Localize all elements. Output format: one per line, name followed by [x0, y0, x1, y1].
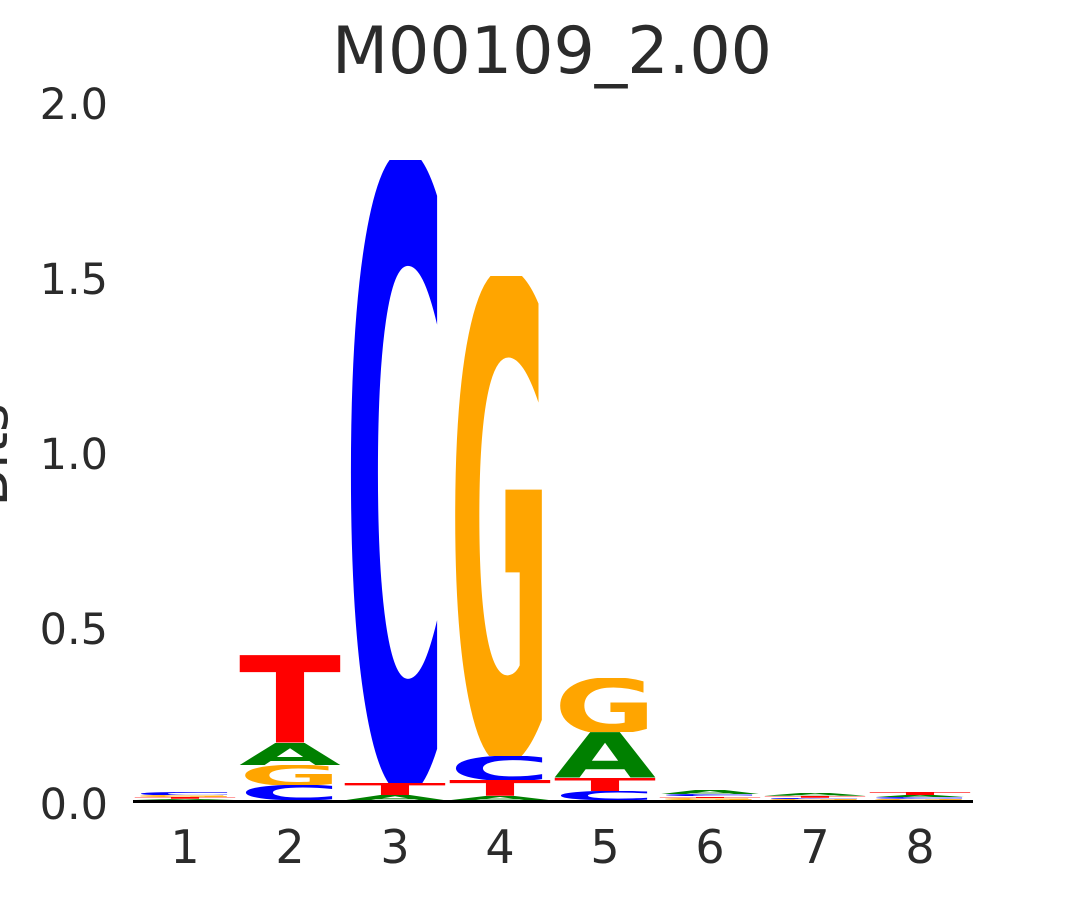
x-axis-baseline — [133, 800, 973, 803]
svg-text:T: T — [869, 792, 971, 795]
logo-letter-T-pos2: T — [239, 655, 341, 743]
x-tick-label-2: 2 — [275, 820, 305, 874]
logo-letter-A-pos3: A — [344, 795, 446, 800]
logo-letter-T-pos5: T — [554, 778, 656, 791]
svg-text:T: T — [449, 780, 551, 796]
svg-text:C: C — [449, 756, 551, 781]
svg-text:A: A — [344, 795, 446, 800]
logo-letter-C-pos3: C — [344, 160, 446, 783]
logo-letter-C-pos5: C — [554, 791, 656, 800]
logo-letter-A-pos1: A — [134, 799, 236, 800]
svg-text:A: A — [134, 799, 236, 800]
svg-text:C: C — [554, 791, 656, 800]
logo-letter-T-pos1: T — [134, 797, 236, 799]
x-tick-label-5: 5 — [590, 820, 620, 874]
svg-text:G: G — [239, 765, 341, 785]
logo-letter-A-pos8: A — [869, 795, 971, 797]
logo-letter-T-pos8: T — [869, 792, 971, 795]
svg-text:C: C — [239, 785, 341, 800]
y-tick-label-0.0: 0.0 — [39, 779, 108, 830]
svg-text:A: A — [239, 743, 341, 765]
svg-text:A: A — [764, 793, 866, 796]
svg-text:C: C — [344, 160, 446, 783]
logo-letter-C-pos8: C — [869, 797, 971, 799]
svg-text:G: G — [659, 798, 761, 800]
x-tick-label-8: 8 — [905, 820, 935, 874]
logo-letter-G-pos2: G — [239, 765, 341, 785]
x-tick-label-6: 6 — [695, 820, 725, 874]
logo-letter-A-pos4: A — [449, 796, 551, 800]
svg-text:A: A — [869, 795, 971, 797]
y-tick-label-0.5: 0.5 — [39, 604, 108, 655]
chart-title: M00109_2.00 — [331, 14, 773, 89]
logo-letter-C-pos4: C — [449, 756, 551, 781]
logo-letter-G-pos6: G — [659, 798, 761, 800]
svg-text:G: G — [764, 799, 866, 800]
logo-letter-T-pos4: T — [449, 780, 551, 796]
logo-letter-G-pos7: G — [764, 799, 866, 800]
x-tick-label-7: 7 — [800, 820, 830, 874]
svg-text:G: G — [449, 276, 551, 756]
svg-text:C: C — [659, 794, 761, 796]
x-tick-label-3: 3 — [380, 820, 410, 874]
logo-letter-A-pos2: A — [239, 743, 341, 765]
x-tick-label-4: 4 — [485, 820, 515, 874]
logo-letter-C-pos7: C — [764, 798, 866, 799]
y-tick-label-2.0: 2.0 — [39, 79, 108, 130]
logo-letter-C-pos6: C — [659, 794, 761, 796]
y-tick-label-1.5: 1.5 — [39, 254, 108, 305]
svg-text:A: A — [554, 732, 656, 778]
svg-text:G: G — [554, 678, 656, 733]
logo-letter-T-pos7: T — [764, 796, 866, 798]
logo-letter-G-pos4: G — [449, 276, 551, 756]
logo-letter-G-pos8: G — [869, 799, 971, 800]
svg-text:T: T — [554, 778, 656, 791]
logo-letter-A-pos7: A — [764, 793, 866, 796]
logo-letter-G-pos5: G — [554, 678, 656, 733]
svg-text:T: T — [134, 797, 236, 799]
svg-text:T: T — [239, 655, 341, 743]
svg-text:A: A — [449, 796, 551, 800]
svg-text:A: A — [659, 790, 761, 794]
svg-text:G: G — [134, 795, 236, 797]
x-tick-label-1: 1 — [170, 820, 200, 874]
y-tick-label-1.0: 1.0 — [39, 429, 108, 480]
y-axis-label-text: Bits — [0, 403, 20, 507]
logo-letter-C-pos2: C — [239, 785, 341, 800]
svg-text:T: T — [659, 797, 761, 799]
logo-letter-C-pos1: C — [134, 792, 236, 796]
svg-text:T: T — [764, 796, 866, 798]
svg-text:C: C — [764, 798, 866, 799]
svg-text:C: C — [869, 797, 971, 799]
svg-text:C: C — [134, 792, 236, 796]
logo-letter-A-pos6: A — [659, 790, 761, 794]
svg-text:T: T — [344, 783, 446, 795]
logo-letter-T-pos6: T — [659, 797, 761, 799]
logo-letter-G-pos1: G — [134, 795, 236, 797]
svg-text:G: G — [869, 799, 971, 800]
logo-letter-A-pos5: A — [554, 732, 656, 778]
logo-letter-T-pos3: T — [344, 783, 446, 795]
